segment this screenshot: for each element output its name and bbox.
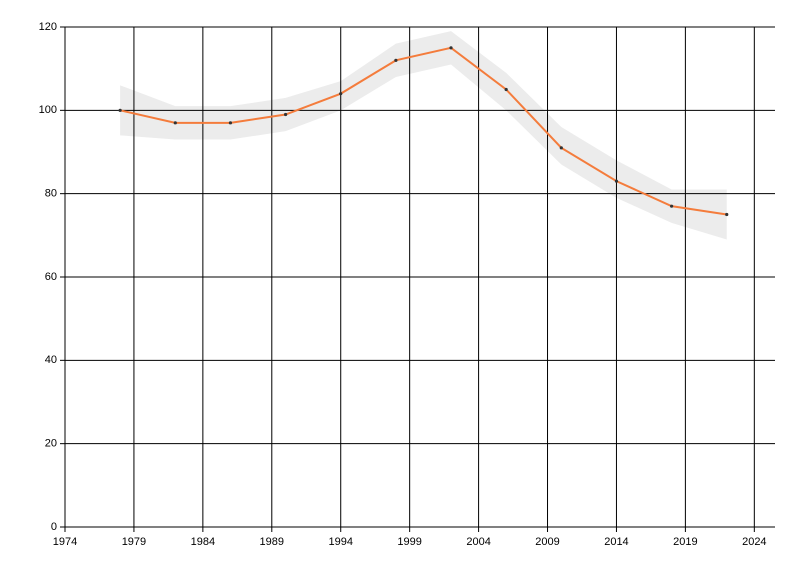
y-tick-label: 120 bbox=[39, 21, 57, 33]
point bbox=[504, 87, 508, 92]
x-tick-label: 2024 bbox=[742, 536, 766, 548]
point bbox=[283, 112, 288, 117]
point bbox=[339, 92, 343, 96]
x-tick-label: 2004 bbox=[466, 536, 490, 548]
point bbox=[118, 108, 122, 112]
x-tick-label: 1974 bbox=[53, 536, 77, 548]
y-tick-label: 20 bbox=[45, 438, 57, 450]
y-tick-label: 60 bbox=[45, 271, 57, 283]
x-tick-label: 1979 bbox=[122, 536, 146, 548]
confidence-band bbox=[120, 31, 727, 240]
x-tick-label: 2019 bbox=[673, 536, 697, 548]
point bbox=[173, 121, 177, 125]
point bbox=[449, 46, 453, 50]
x-tick-label: 1994 bbox=[328, 536, 352, 548]
line bbox=[119, 46, 727, 216]
x-tick-label: 1984 bbox=[191, 536, 215, 548]
x-tick-label: 1999 bbox=[397, 536, 421, 548]
x-tick-label: 1989 bbox=[260, 536, 284, 548]
y-tick-label: 80 bbox=[45, 188, 57, 200]
point bbox=[559, 146, 563, 150]
y-tick-label: 100 bbox=[39, 104, 57, 116]
y-tick-label: 40 bbox=[45, 354, 57, 366]
y-tick-label: 0 bbox=[51, 521, 57, 533]
x-tick-label: 2014 bbox=[604, 536, 628, 548]
x-tick-label: 2009 bbox=[535, 536, 559, 548]
point bbox=[725, 212, 729, 217]
point bbox=[670, 204, 674, 208]
point bbox=[228, 121, 233, 125]
point bbox=[394, 58, 398, 62]
point bbox=[614, 179, 619, 183]
